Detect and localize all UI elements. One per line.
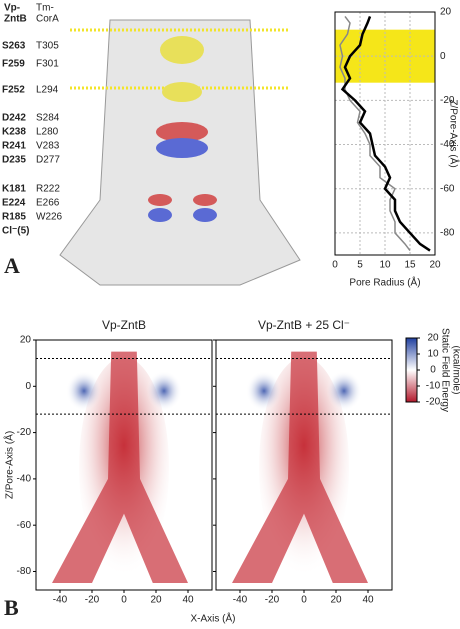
residue-label: E224 (2, 198, 26, 209)
x-tick-label: -20 (265, 595, 280, 606)
residue-header: Vp- (4, 3, 20, 14)
y-axis-label: Z/Pore-Axis (Å) (447, 99, 460, 167)
x-tick-label: 0 (121, 595, 127, 606)
protein-image (59, 19, 301, 286)
x-tick-label: -20 (85, 595, 100, 606)
residue-header: ZntB (4, 14, 27, 25)
residue-label: W226 (36, 212, 63, 223)
cb-title: Static Field Energy (439, 328, 450, 412)
y-tick-label: 0 (440, 51, 446, 62)
residue-header: Tm- (36, 3, 54, 14)
pore-line (340, 15, 431, 252)
x-tick-label: 20 (150, 595, 162, 606)
atoms (232, 351, 368, 584)
x-axis-label: Pore Radius (Å) (349, 276, 420, 289)
cb-tick-label: -20 (426, 397, 441, 408)
residue-label: D242 (2, 113, 26, 124)
residue-label: D277 (36, 155, 60, 166)
y-tick-label: -80 (17, 566, 32, 577)
residue-label: D235 (2, 155, 26, 166)
x-tick-label: -40 (53, 595, 68, 606)
residue-label: R241 (2, 141, 26, 152)
plot-frame (334, 11, 436, 256)
atoms (52, 351, 188, 584)
chart-title: Vp-ZntB + 25 Cl⁻ (258, 318, 350, 332)
cb-title: (kcal/mole) (450, 346, 460, 395)
y-tick-label: -40 (440, 139, 455, 150)
residue-label: L294 (36, 85, 59, 96)
panel-label: A (4, 253, 20, 278)
y-tick-label: 20 (20, 335, 32, 346)
residue-label: R185 (2, 212, 26, 223)
pore-line (339, 15, 411, 252)
residue-label: Cl⁻(5) (2, 226, 30, 237)
residue-label: V283 (36, 141, 60, 152)
residue-label: F259 (2, 59, 25, 70)
x-tick-label: 15 (404, 260, 416, 271)
field-blue (246, 370, 282, 411)
residue-label: E266 (36, 198, 60, 209)
cb-tick-label: -10 (426, 381, 441, 392)
residue-header: CorA (36, 14, 59, 25)
y-tick-label: -20 (440, 95, 455, 106)
y-tick-label: -40 (17, 474, 32, 485)
colorbar (405, 337, 418, 403)
x-tick-label: 10 (379, 260, 391, 271)
residue-label: R222 (36, 184, 60, 195)
residue-label: S284 (36, 113, 60, 124)
x-tick-label: 40 (182, 595, 194, 606)
field-map (36, 340, 212, 590)
field-map (216, 340, 392, 590)
residue-label: K181 (2, 184, 26, 195)
y-tick-label: -60 (440, 183, 455, 194)
x-tick-label: 20 (429, 260, 441, 271)
chart-title: Vp-ZntB (102, 318, 146, 332)
x-tick-label: 5 (357, 260, 363, 271)
residue-label: F301 (36, 59, 59, 70)
x-tick-label: 0 (332, 260, 338, 271)
y-tick-label: -80 (440, 228, 455, 239)
field-blue (326, 370, 362, 411)
y-tick-label: 20 (440, 7, 452, 18)
panel-label: B (4, 595, 19, 620)
y-tick-label: 0 (25, 381, 31, 392)
cb-tick-label: 10 (427, 349, 439, 360)
residue-label: S263 (2, 41, 26, 52)
x-tick-label: -40 (233, 595, 248, 606)
residue-label: L280 (36, 127, 59, 138)
residue-label: F252 (2, 85, 25, 96)
x-tick-label: 0 (301, 595, 307, 606)
residue-label: K238 (2, 127, 26, 138)
residue-label: T305 (36, 41, 59, 52)
field-blue (66, 370, 102, 411)
y-tick-label: -60 (17, 520, 32, 531)
y-tick-label: -20 (17, 427, 32, 438)
x-axis-label: X-Axis (Å) (191, 612, 236, 625)
y-axis-label: Z/Pore-Axis (Å) (3, 431, 16, 499)
cb-tick-label: 20 (427, 333, 439, 344)
cb-tick-label: 0 (430, 365, 436, 376)
x-tick-label: 40 (362, 595, 374, 606)
field-blue (146, 370, 182, 411)
x-tick-label: 20 (330, 595, 342, 606)
